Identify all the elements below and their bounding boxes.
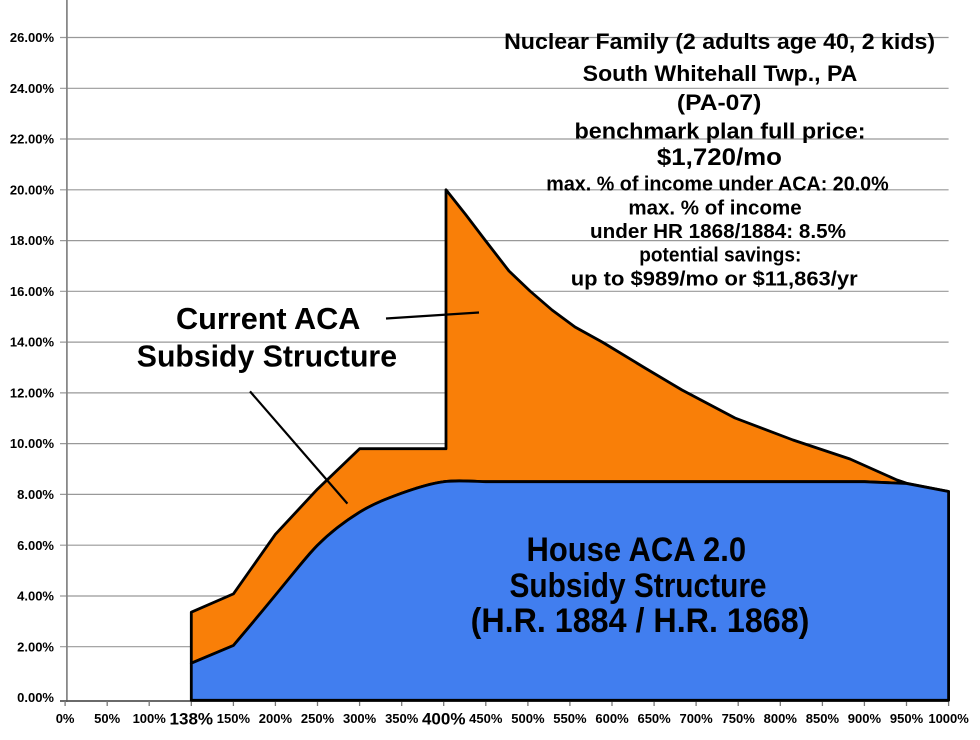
svg-text:850%: 850% bbox=[806, 711, 840, 726]
svg-text:100%: 100% bbox=[133, 711, 167, 726]
svg-text:South Whitehall Twp., PA: South Whitehall Twp., PA bbox=[583, 61, 858, 86]
svg-text:300%: 300% bbox=[343, 711, 377, 726]
svg-text:200%: 200% bbox=[259, 711, 293, 726]
svg-text:6.00%: 6.00% bbox=[17, 538, 54, 553]
svg-text:500%: 500% bbox=[511, 711, 545, 726]
svg-text:12.00%: 12.00% bbox=[10, 386, 55, 401]
svg-text:22.00%: 22.00% bbox=[10, 132, 55, 147]
svg-text:14.00%: 14.00% bbox=[10, 335, 55, 350]
svg-text:up to $989/mo or $11,863/yr: up to $989/mo or $11,863/yr bbox=[571, 267, 858, 290]
svg-text:0.00%: 0.00% bbox=[17, 690, 54, 705]
svg-text:18.00%: 18.00% bbox=[10, 233, 55, 248]
svg-text:600%: 600% bbox=[595, 711, 629, 726]
svg-text:Current ACA: Current ACA bbox=[176, 303, 360, 336]
svg-text:1000%: 1000% bbox=[928, 711, 969, 726]
svg-text:350%: 350% bbox=[385, 711, 419, 726]
svg-text:16.00%: 16.00% bbox=[10, 284, 55, 299]
svg-text:550%: 550% bbox=[553, 711, 587, 726]
svg-text:4.00%: 4.00% bbox=[17, 589, 54, 604]
svg-text:max. % of income: max. % of income bbox=[628, 196, 801, 219]
svg-text:House ACA 2.0: House ACA 2.0 bbox=[527, 531, 747, 569]
svg-text:benchmark plan full price:: benchmark plan full price: bbox=[575, 118, 866, 143]
svg-text:450%: 450% bbox=[469, 711, 503, 726]
svg-text:Subsidy Structure: Subsidy Structure bbox=[509, 567, 766, 605]
svg-text:2.00%: 2.00% bbox=[17, 639, 54, 654]
svg-text:potential savings:: potential savings: bbox=[639, 244, 801, 267]
svg-text:750%: 750% bbox=[722, 711, 756, 726]
svg-text:max. % of income under ACA: 20: max. % of income under ACA: 20.0% bbox=[546, 173, 888, 196]
svg-text:under HR 1868/1884: 8.5%: under HR 1868/1884: 8.5% bbox=[590, 220, 846, 243]
svg-text:650%: 650% bbox=[637, 711, 671, 726]
svg-text:700%: 700% bbox=[679, 711, 713, 726]
svg-text:8.00%: 8.00% bbox=[17, 487, 54, 502]
svg-text:20.00%: 20.00% bbox=[10, 182, 55, 197]
svg-text:50%: 50% bbox=[94, 711, 120, 726]
svg-text:400%: 400% bbox=[422, 710, 465, 729]
svg-text:26.00%: 26.00% bbox=[10, 30, 55, 45]
svg-text:150%: 150% bbox=[217, 711, 251, 726]
svg-text:10.00%: 10.00% bbox=[10, 436, 55, 451]
svg-text:0%: 0% bbox=[56, 711, 75, 726]
svg-text:$1,720/mo: $1,720/mo bbox=[657, 144, 782, 171]
svg-text:800%: 800% bbox=[764, 711, 798, 726]
svg-text:950%: 950% bbox=[890, 711, 924, 726]
svg-text:Nuclear Family (2 adults age 4: Nuclear Family (2 adults age 40, 2 kids) bbox=[504, 29, 935, 54]
svg-text:250%: 250% bbox=[301, 711, 335, 726]
svg-text:900%: 900% bbox=[848, 711, 882, 726]
svg-text:138%: 138% bbox=[170, 710, 213, 729]
svg-text:24.00%: 24.00% bbox=[10, 81, 55, 96]
svg-text:(PA-07): (PA-07) bbox=[677, 90, 761, 115]
svg-text:(H.R. 1884 / H.R. 1868): (H.R. 1884 / H.R. 1868) bbox=[471, 602, 810, 640]
svg-text:Subsidy Structure: Subsidy Structure bbox=[137, 340, 397, 373]
